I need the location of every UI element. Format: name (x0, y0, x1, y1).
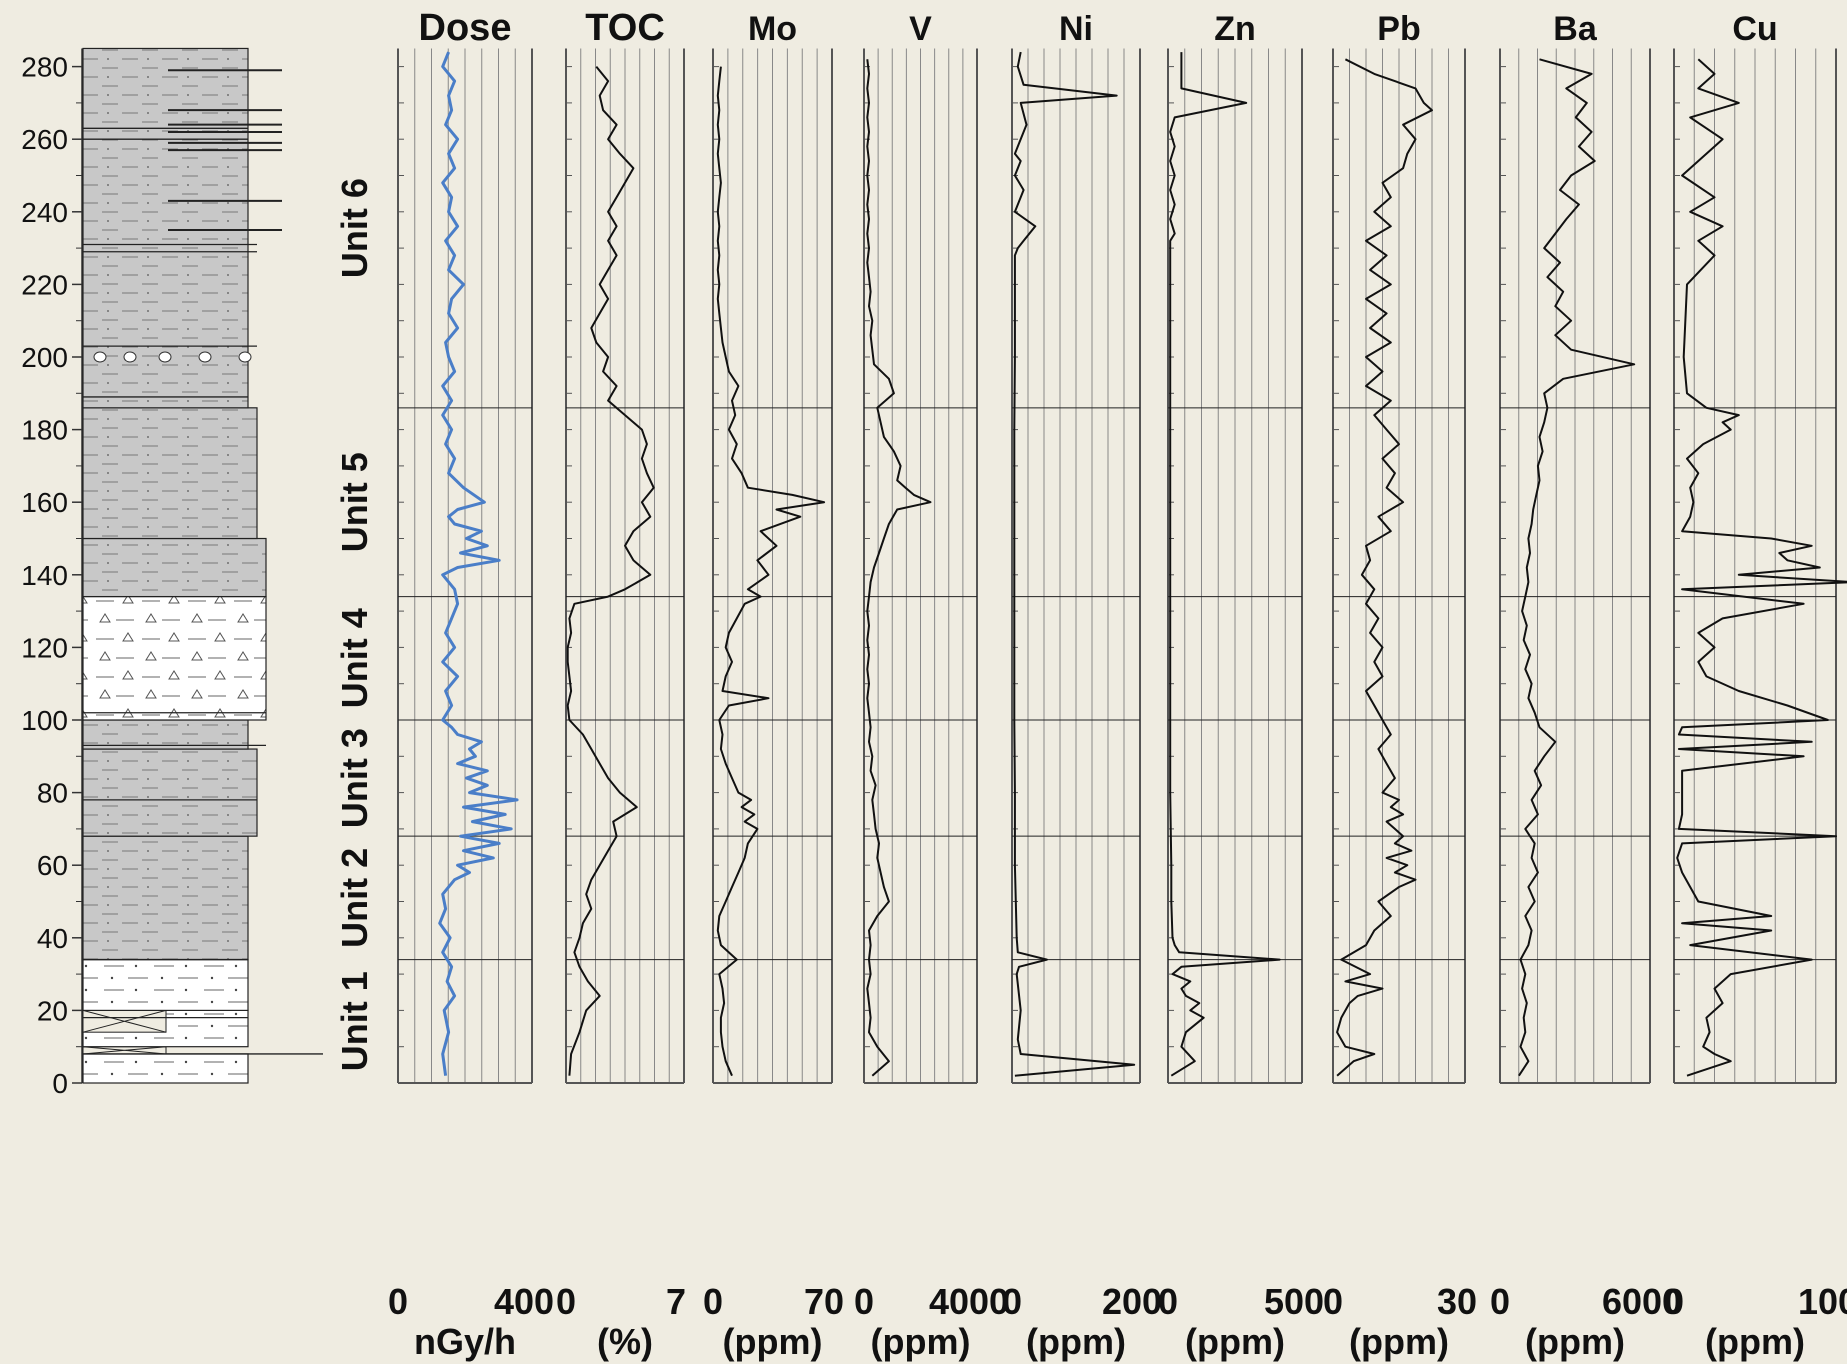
x-tick-label: 0 (1664, 1281, 1684, 1322)
x-axis-label: (ppm) (1705, 1321, 1805, 1362)
unit-labels: Unit 1 Unit 2 Unit 3 Unit 4 Unit 5 Unit 6 (334, 178, 375, 1071)
panel-mo: Mo 0 70(ppm) (703, 10, 844, 1362)
x-tick-label: 400 (494, 1281, 554, 1322)
x-tick-label: 0 (388, 1281, 408, 1322)
depth-tick-label: 240 (21, 197, 68, 228)
depth-tick-label: 180 (21, 415, 68, 446)
depth-tick-label: 120 (21, 632, 68, 663)
panel-title: Ba (1553, 10, 1598, 48)
depth-tick-label: 280 (21, 52, 68, 83)
unit-label: Unit 5 (334, 452, 375, 552)
lithology-cross-lines (82, 1009, 167, 1033)
panel-title: TOC (585, 7, 665, 49)
series-line-dose (438, 51, 519, 1076)
x-axis-label: (ppm) (871, 1321, 971, 1362)
x-tick-label: 0 (1158, 1281, 1178, 1322)
lithology-bed-sandstone (82, 1053, 249, 1084)
panel-title: Dose (419, 7, 512, 49)
unit-label: Unit 4 (334, 608, 375, 708)
lithology-bed-shale (82, 835, 249, 961)
concretion-marker (123, 351, 137, 363)
x-axis-label: nGy/h (414, 1321, 516, 1362)
panel-title: Mo (748, 10, 797, 48)
x-axis-label: (ppm) (1525, 1321, 1625, 1362)
panel-title: Cu (1732, 10, 1777, 48)
x-tick-label: 0 (1490, 1281, 1510, 1322)
series-line-mo (716, 66, 826, 1077)
depth-tick-label: 260 (21, 124, 68, 155)
concretion-marker (158, 351, 172, 363)
depth-tick-label: 20 (37, 995, 68, 1026)
panel-ni: Ni 0 200(ppm) (1002, 10, 1162, 1362)
x-tick-label: 70 (804, 1281, 844, 1322)
lithology-cross-lines (82, 1046, 167, 1055)
panel-title: V (909, 10, 932, 48)
x-tick-label: 0 (556, 1281, 576, 1322)
x-tick-label: 0 (1323, 1281, 1343, 1322)
lithology-bed-shale (82, 47, 249, 409)
depth-tick-label: 160 (21, 487, 68, 518)
series-line-pb (1336, 58, 1433, 1077)
panel-ba: Ba0 6000(ppm) (1490, 10, 1682, 1362)
depth-tick-label: 220 (21, 269, 68, 300)
x-tick-label: 0 (703, 1281, 723, 1322)
depth-axis: 0 20 40 60 80 100 120 140 160 180 200 220 240 260 280 (21, 48, 83, 1099)
x-tick-label: 0 (854, 1281, 874, 1322)
concretion-marker (238, 351, 252, 363)
panel-title: Ni (1059, 10, 1093, 48)
unit-label: Unit 1 (334, 971, 375, 1071)
panel-v: V 0 4000(ppm) (854, 10, 1009, 1362)
lithology-bed-shale (82, 537, 267, 598)
x-tick-label: 30 (1437, 1281, 1477, 1322)
depth-tick-label: 200 (21, 342, 68, 373)
depth-tick-label: 60 (37, 850, 68, 881)
series-line-zn (1169, 52, 1281, 1077)
concretion-marker (93, 351, 107, 363)
lithology-bed-shale (82, 748, 258, 837)
x-tick-label: 100 (1798, 1281, 1847, 1322)
x-tick-label: 4000 (929, 1281, 1009, 1322)
depth-tick-label: 100 (21, 705, 68, 736)
depth-tick-label: 0 (52, 1068, 68, 1099)
unit-label: Unit 2 (334, 848, 375, 948)
unit-label: Unit 6 (334, 178, 375, 278)
x-axis-label: (ppm) (1349, 1321, 1449, 1362)
panel-title: Zn (1214, 10, 1256, 48)
x-axis-label: (ppm) (1026, 1321, 1126, 1362)
x-tick-label: 0 (1002, 1281, 1022, 1322)
lithology-bed-shale (82, 407, 258, 540)
lithology-bed-sandstone (82, 958, 249, 1012)
x-axis-label: (ppm) (723, 1321, 823, 1362)
lithology-bed-tuff (82, 595, 267, 721)
x-tick-label: 6000 (1602, 1281, 1682, 1322)
lithology-column (82, 47, 323, 1084)
depth-tick-label: 80 (37, 778, 68, 809)
panel-pb: Pb 0 30(ppm) (1323, 10, 1477, 1362)
panel-cu: Cu 0 100(ppm) (1664, 10, 1847, 1362)
x-tick-label: 200 (1102, 1281, 1162, 1322)
depth-tick-label: 40 (37, 923, 68, 954)
x-axis-label: (%) (597, 1321, 653, 1362)
x-tick-label: 7 (666, 1281, 686, 1322)
series-line-cu (1676, 58, 1847, 1077)
series-line-toc (566, 65, 655, 1076)
x-tick-label: 500 (1264, 1281, 1324, 1322)
series-line-v (866, 59, 932, 1077)
panel-title: Pb (1377, 10, 1420, 48)
concretion-marker (198, 351, 212, 363)
depth-tick-label: 140 (21, 560, 68, 591)
series-line-ni (1013, 51, 1136, 1077)
panel-toc: TOC 0 7 (%) (556, 7, 686, 1362)
series-line-ba (1518, 58, 1636, 1077)
lithology-bed-shale (82, 719, 249, 750)
x-axis-label: (ppm) (1185, 1321, 1285, 1362)
unit-label: Unit 3 (334, 728, 375, 828)
panel-zn: Zn 0 500(ppm) (1158, 10, 1324, 1362)
